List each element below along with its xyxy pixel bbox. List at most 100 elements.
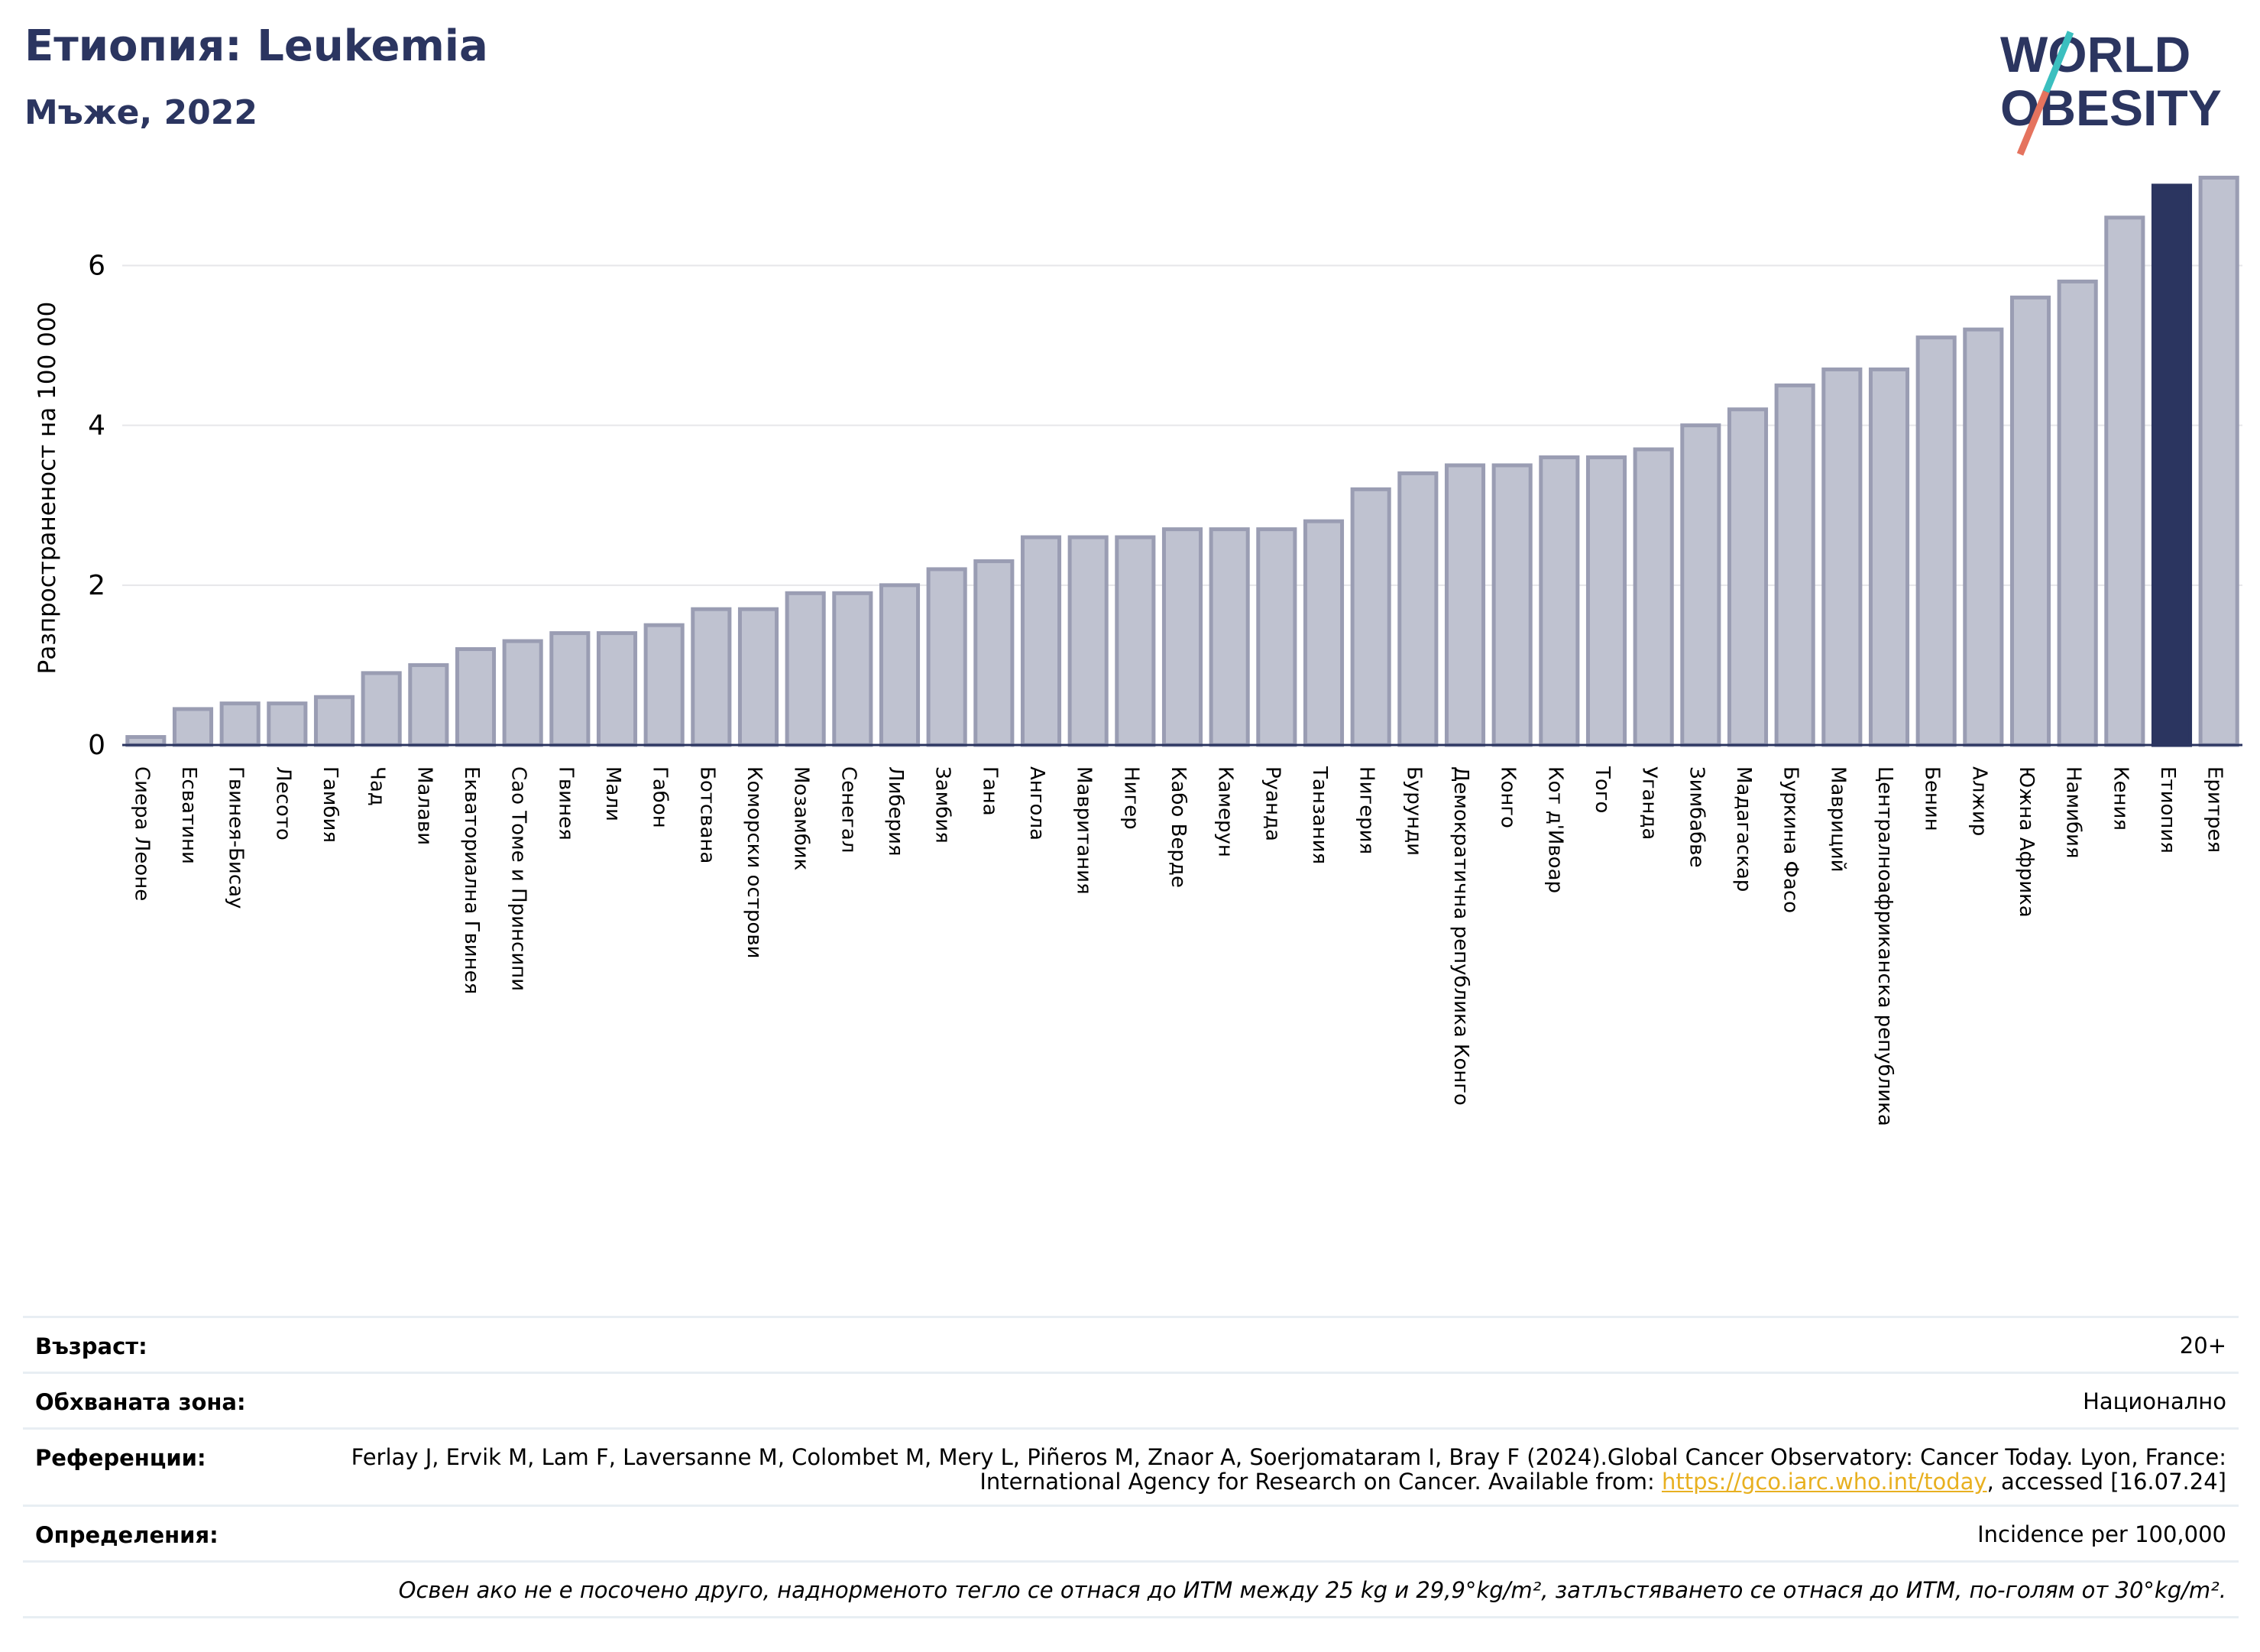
x-tick-label: Демократична република Конго — [1449, 766, 1472, 1106]
x-tick-label: Етиопия — [2156, 766, 2179, 854]
bar — [502, 639, 543, 747]
bar — [1161, 527, 1203, 747]
x-tick-label: Сенегал — [837, 766, 860, 853]
bar — [172, 707, 214, 747]
x-tick-label: Мавритания — [1073, 766, 1096, 895]
bar — [1444, 463, 1486, 747]
x-tick-label: Кабо Верде — [1167, 766, 1190, 888]
x-tick-label: Мозамбик — [790, 766, 813, 870]
x-tick-label: Конго — [1497, 766, 1520, 828]
x-tick-label: Сиера Леоне — [130, 766, 153, 901]
references-value: Ferlay J, Ervik M, Lam F, Laversanne M, … — [23, 1430, 2239, 1505]
y-tick-label: 0 — [88, 730, 105, 761]
definitions-value: Incidence per 100,000 — [1977, 1521, 2226, 1547]
logo-slash-teal — [2042, 31, 2074, 93]
x-tick-label: Алжир — [1967, 766, 1990, 836]
bar — [1256, 527, 1297, 747]
bars — [125, 175, 2239, 747]
x-tick-label: Малави — [413, 766, 435, 845]
x-tick-label: Бурунди — [1402, 766, 1425, 856]
x-tick-label: Гамбия — [319, 766, 342, 843]
bar — [2151, 183, 2193, 747]
bar — [1303, 519, 1345, 747]
bar — [1209, 527, 1250, 747]
references-link[interactable]: https://gco.iarc.who.int/today — [1661, 1469, 1987, 1495]
bar — [125, 735, 167, 747]
bar — [785, 591, 826, 747]
bar — [691, 607, 732, 747]
logo-text-world: WORLD — [2000, 26, 2190, 83]
x-tick-label: Есватини — [177, 766, 200, 864]
x-tick-label: Нигер — [1119, 766, 1142, 830]
bar — [1680, 423, 1721, 747]
world-obesity-logo: WORLD OBESITY — [2000, 26, 2222, 156]
bar — [926, 567, 967, 747]
x-tick-label: Либерия — [884, 766, 907, 857]
x-tick-label: Южна Африка — [2015, 766, 2038, 918]
logo-slash-coral — [2016, 90, 2050, 156]
x-tick-label: Габон — [649, 766, 672, 828]
bar — [737, 607, 779, 747]
x-tick-label: Намибия — [2062, 766, 2085, 859]
x-tick-label: Камерун — [1214, 766, 1237, 857]
bar — [832, 591, 873, 747]
bar — [1963, 327, 2004, 747]
x-tick-label: Екваториална Гвинея — [460, 766, 483, 994]
bar — [267, 701, 308, 747]
bar — [1350, 487, 1391, 747]
bar — [1115, 535, 1156, 747]
x-tick-label: Еритрея — [2203, 766, 2226, 853]
definitions-label: Определения: — [35, 1522, 219, 1548]
bar — [1491, 463, 1533, 747]
references-accessed: , accessed [16.07.24] — [1986, 1469, 2226, 1495]
bar — [361, 671, 402, 747]
page-subtitle: Мъже, 2022 — [24, 93, 257, 132]
bar — [408, 662, 449, 747]
bar — [1067, 535, 1109, 747]
x-tick-label: Сао Томе и Принсипи — [507, 766, 530, 991]
bar — [1633, 447, 1674, 747]
y-axis-label: Разпространеност на 100 000 — [34, 302, 61, 675]
age-value: 20+ — [2179, 1333, 2226, 1359]
x-tick-labels: Сиера Леоне Есватини Гвинея-Бисау Лесото Гам… — [130, 766, 2226, 1126]
area-label: Обхваната зона: — [35, 1389, 246, 1415]
bar — [1397, 471, 1439, 747]
bar-chart: 0 2 4 6 Сиера Леоне Есватини Гвинея-Бисау Лесо… — [34, 175, 2242, 1126]
bar — [1727, 407, 1769, 747]
info-row-area: Обхваната зона: Национално — [23, 1372, 2239, 1427]
bar — [973, 559, 1015, 747]
bar — [643, 623, 685, 747]
x-tick-label: Уганда — [1638, 766, 1661, 840]
x-tick-label: Ангола — [1025, 766, 1048, 841]
x-tick-label: Кения — [2109, 766, 2132, 831]
info-row-definitions: Определения: Incidence per 100,000 — [23, 1505, 2239, 1560]
bar — [1020, 535, 1062, 747]
area-value: Национално — [2083, 1388, 2226, 1414]
bar — [1539, 455, 1580, 747]
bar — [1585, 455, 1627, 747]
info-row-note: Освен ако не е посочено друго, наднормен… — [23, 1560, 2239, 1618]
bar — [313, 695, 355, 747]
x-tick-label: Замбия — [931, 766, 954, 844]
x-tick-label: Гвинея — [554, 766, 577, 841]
bar — [219, 701, 261, 747]
page-title: Етиопия: Leukemia — [24, 21, 488, 71]
x-tick-label: Мали — [601, 766, 624, 821]
x-tick-label: Гана — [978, 766, 1001, 816]
x-tick-label: Руанда — [1261, 766, 1284, 841]
bar — [549, 631, 591, 747]
bar — [2057, 279, 2098, 747]
x-tick-label: Того — [1591, 766, 1614, 813]
bar — [2009, 295, 2051, 747]
y-tick-label: 4 — [88, 410, 105, 442]
y-tick-labels: 0 2 4 6 — [88, 251, 105, 762]
note-text: Освен ако не е посочено друго, наднормен… — [398, 1577, 2226, 1603]
x-tick-label: Нигерия — [1355, 766, 1378, 854]
x-tick-label: Бенин — [1921, 766, 1944, 831]
info-row-references: Референции: Ferlay J, Ervik M, Lam F, La… — [23, 1427, 2239, 1505]
x-tick-label: Мадагаскар — [1732, 766, 1755, 892]
x-tick-label: Централноафриканска република — [1873, 766, 1896, 1126]
bar — [2198, 175, 2239, 747]
x-tick-label: Гвинея-Бисау — [225, 766, 248, 909]
x-tick-label: Мавриций — [1826, 766, 1849, 873]
